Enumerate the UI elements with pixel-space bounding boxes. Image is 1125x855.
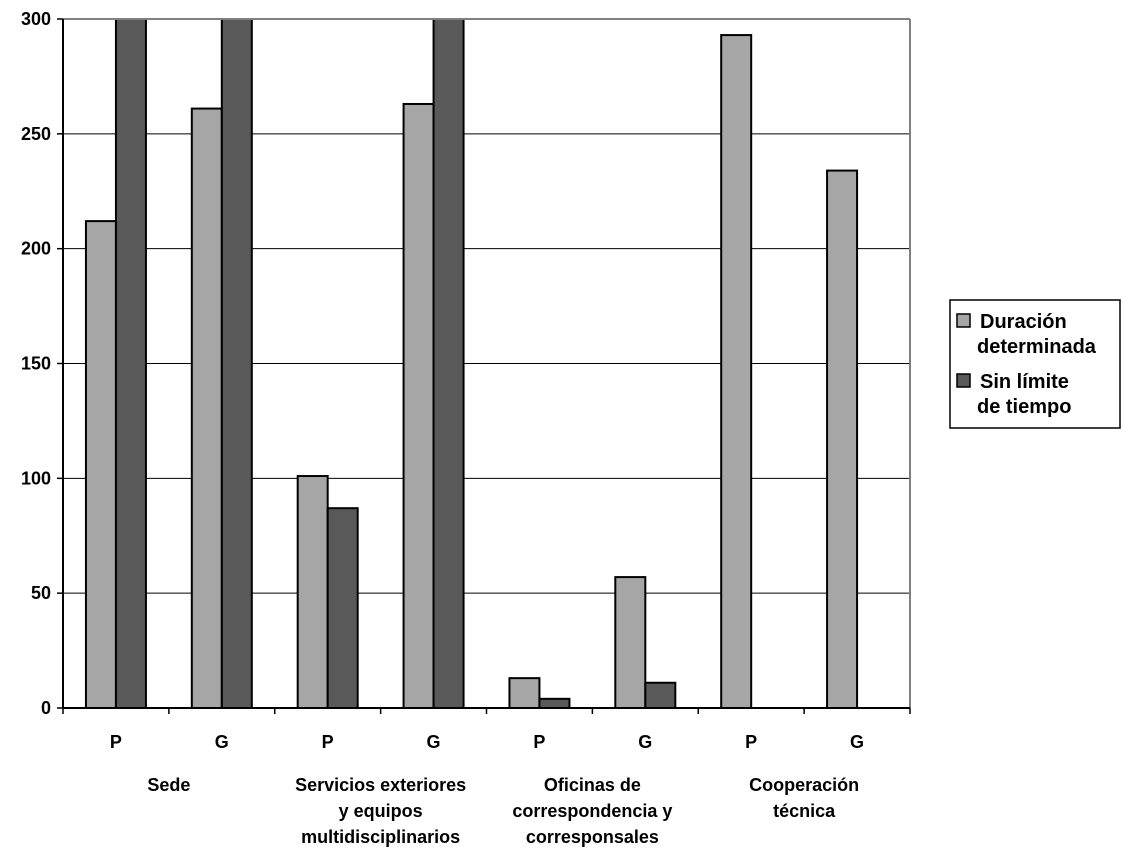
bar xyxy=(644,681,677,710)
bar xyxy=(720,34,753,710)
y-tick-label: 100 xyxy=(21,468,51,488)
group-label: corresponsales xyxy=(526,827,659,847)
gridlines xyxy=(63,18,910,708)
bar xyxy=(220,18,253,709)
y-tick-label: 300 xyxy=(21,9,51,29)
x-category-label: G xyxy=(638,732,652,752)
bar xyxy=(190,107,223,709)
group-label: Servicios exteriores xyxy=(295,775,466,795)
y-tick-label: 0 xyxy=(41,698,51,718)
bar xyxy=(326,507,359,709)
group-label: Cooperación xyxy=(749,775,859,795)
x-category-label: P xyxy=(322,732,334,752)
legend: Duración determinada Sin límite de tiempo xyxy=(949,299,1121,429)
x-category-label: G xyxy=(427,732,441,752)
bar xyxy=(432,18,465,709)
legend-swatch xyxy=(956,373,971,388)
group-label: correspondencia y xyxy=(512,801,672,821)
bars xyxy=(84,18,859,710)
legend-label: determinada xyxy=(977,336,1097,358)
legend-label: Sin límite xyxy=(980,371,1069,393)
x-category-label: G xyxy=(850,732,864,752)
x-category-label: G xyxy=(215,732,229,752)
x-category-label: P xyxy=(110,732,122,752)
bar xyxy=(538,697,571,710)
group-label: Oficinas de xyxy=(544,775,641,795)
group-label: y equipos xyxy=(339,801,423,821)
legend-label: Duración xyxy=(980,311,1067,333)
bar xyxy=(296,475,329,709)
x-category-label: P xyxy=(533,732,545,752)
group-label: Sede xyxy=(147,775,190,795)
y-tick-label: 200 xyxy=(21,239,51,259)
legend-label: de tiempo xyxy=(977,396,1071,418)
bar xyxy=(84,220,117,710)
bar xyxy=(114,18,147,709)
y-tick-label: 250 xyxy=(21,124,51,144)
legend-swatch xyxy=(956,313,971,328)
y-tick-label: 50 xyxy=(31,583,51,603)
legend-box xyxy=(949,299,1121,429)
labels: 0 50 100 150 200 250 300 P G P G P G P G Sede Servicios … xyxy=(21,9,864,847)
x-category-label: P xyxy=(745,732,757,752)
y-tick-label: 150 xyxy=(21,354,51,374)
group-label: técnica xyxy=(773,801,836,821)
bar xyxy=(826,169,859,709)
bar xyxy=(402,102,435,709)
group-label: multidisciplinarios xyxy=(301,827,460,847)
bar xyxy=(614,576,647,710)
bar xyxy=(508,677,541,709)
axes xyxy=(57,18,911,714)
